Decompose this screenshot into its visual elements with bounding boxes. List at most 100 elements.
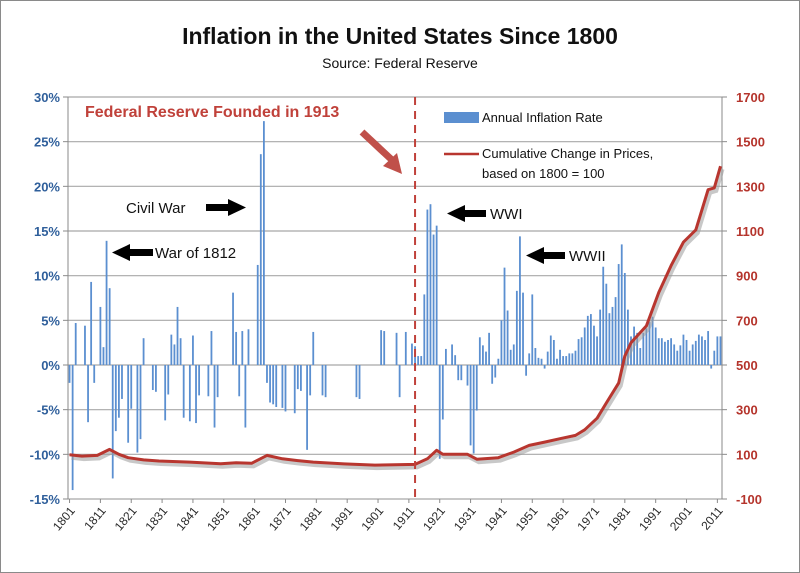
cumulative-line (69, 165, 722, 467)
inflation-bar (151, 365, 154, 391)
inflation-bar (488, 332, 490, 365)
inflation-bar (688, 350, 691, 365)
right-tick-label: 1300 (736, 179, 765, 194)
inflation-bar (262, 121, 265, 366)
inflation-bar (568, 353, 571, 365)
inflation-bar (90, 281, 93, 365)
inflation-bar (642, 332, 645, 365)
arrow-left-icon (447, 205, 486, 222)
inflation-bar (506, 310, 509, 365)
inflation-bar (639, 348, 642, 365)
right-tick-label: 300 (736, 403, 758, 418)
inflation-bar (275, 365, 278, 407)
inflation-bar (710, 365, 713, 369)
legend-label-cumulative-1: Cumulative Change in Prices, (482, 146, 653, 161)
inflation-bar (74, 323, 77, 365)
left-tick-label: 0% (41, 358, 60, 373)
inflation-bar (552, 339, 555, 365)
inflation-bar (543, 365, 546, 369)
inflation-bar (556, 358, 558, 365)
right-tick-label: 700 (736, 313, 758, 328)
inflation-bar (509, 349, 512, 365)
inflation-bar (673, 344, 676, 365)
inflation-bar (170, 334, 173, 365)
fed-arrow-icon (359, 129, 402, 174)
inflation-bar (139, 365, 142, 440)
inflation-bar (105, 240, 108, 365)
inflation-bar (244, 365, 247, 428)
left-tick-label: -5% (37, 403, 61, 418)
inflation-bar (648, 322, 651, 365)
inflation-bar (198, 365, 201, 396)
inflation-bar (503, 267, 506, 365)
inflation-bar (469, 365, 472, 446)
inflation-bar (93, 365, 96, 383)
inflation-bar (645, 328, 648, 365)
inflation-bar (355, 365, 358, 398)
left-tick-label: 25% (34, 135, 60, 150)
inflation-bar (309, 365, 312, 396)
left-axis-ticks: -15% -10% -5% 0% 5% 10% 15% 20% 25% 30% (30, 90, 68, 507)
inflation-bar (192, 335, 194, 365)
inflation-bar (531, 294, 534, 365)
inflation-bar (451, 344, 453, 365)
inflation-bar (515, 290, 518, 365)
inflation-bar (701, 336, 703, 365)
left-tick-label: -10% (30, 447, 61, 462)
inflation-bar (432, 234, 435, 365)
inflation-bar (697, 334, 700, 365)
inflation-bar (460, 365, 463, 381)
inflation-bar (441, 365, 444, 420)
inflation-bar (685, 339, 688, 365)
inflation-bar (660, 338, 663, 365)
inflation-bar (525, 365, 528, 376)
inflation-bar (321, 365, 324, 396)
inflation-bar (84, 325, 86, 365)
inflation-bar (111, 365, 114, 479)
inflation-bar (438, 365, 441, 459)
inflation-bar (417, 356, 420, 365)
right-tick-label: 500 (736, 358, 758, 373)
inflation-bar (247, 329, 250, 365)
legend-bar-swatch (444, 112, 479, 123)
inflation-bar (512, 344, 515, 365)
inflation-bar (586, 315, 589, 365)
fed-founded-annotation: Federal Reserve Founded in 1913 (85, 104, 339, 121)
inflation-bar (577, 339, 580, 365)
inflation-bar (99, 306, 102, 365)
inflation-bar (173, 344, 176, 365)
inflation-bar (312, 331, 315, 365)
inflation-bar (491, 365, 494, 384)
inflation-bar (435, 225, 438, 365)
arrow-left-icon (112, 244, 153, 261)
inflation-bar (241, 331, 244, 365)
inflation-bar (593, 325, 595, 365)
inflation-bar (213, 365, 216, 428)
inflation-bar (571, 353, 574, 365)
inflation-bar (207, 365, 210, 397)
left-tick-label: 20% (34, 179, 60, 194)
inflation-bar (654, 327, 657, 365)
inflation-bar (599, 309, 602, 365)
inflation-bar (670, 338, 672, 365)
inflation-bar (657, 338, 660, 365)
inflation-bar (466, 365, 469, 386)
inflation-bar (127, 365, 130, 443)
legend-label-inflation: Annual Inflation Rate (482, 110, 603, 125)
wwii-label: WWII (569, 248, 606, 265)
inflation-bar (429, 204, 432, 365)
inflation-bar (500, 320, 503, 365)
inflation-bar (284, 365, 287, 412)
inflation-bar (281, 365, 284, 408)
inflation-bar (238, 365, 241, 397)
inflation-bar (611, 306, 614, 365)
inflation-bar (423, 294, 426, 365)
inflation-bar (121, 365, 123, 399)
inflation-bar (627, 309, 629, 365)
inflation-bar (704, 339, 706, 365)
inflation-bar (614, 297, 617, 365)
inflation-bar (617, 264, 620, 365)
